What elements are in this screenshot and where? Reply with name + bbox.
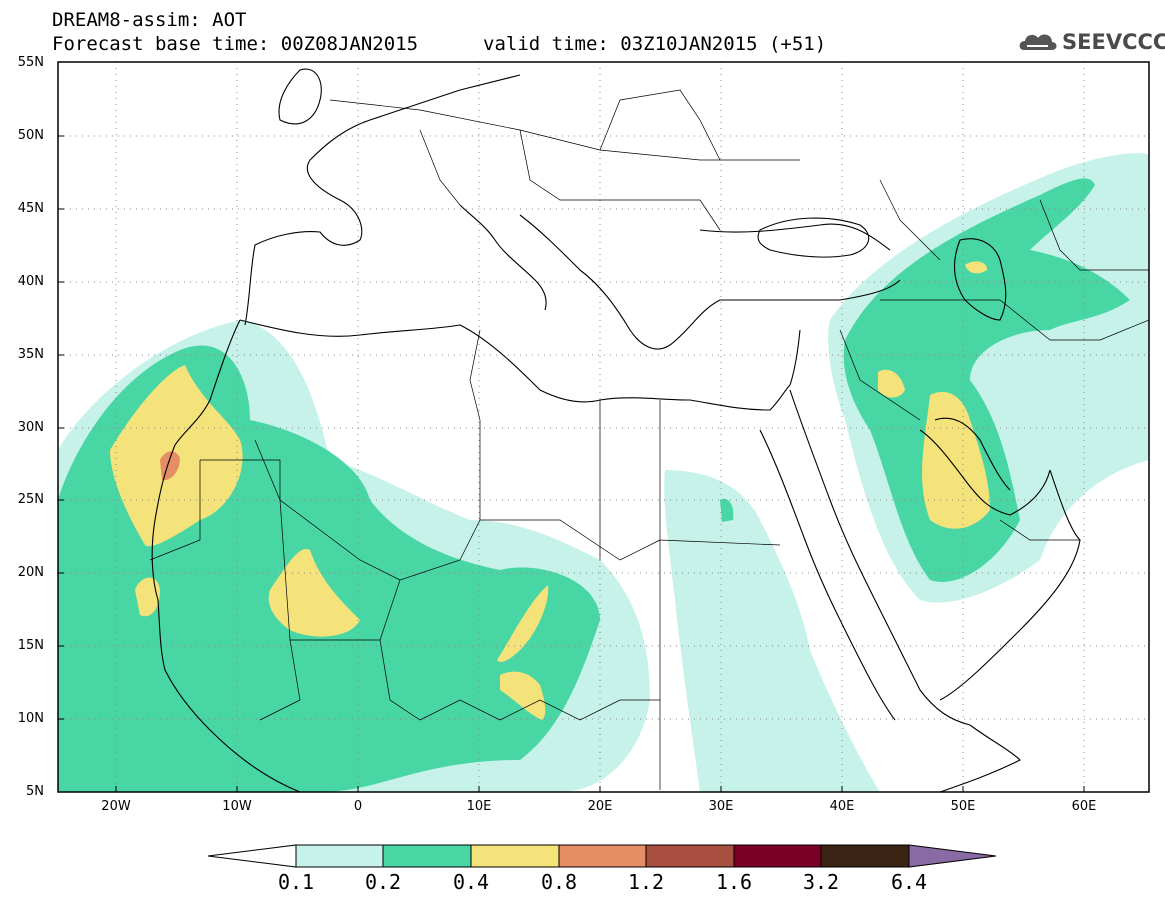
colorbar-bin-1.6-3.2 [733,844,822,868]
lon-label: 50E [950,799,976,814]
colorbar-bin-3.2-6.4 [820,844,910,868]
colorbar-label: 3.2 [802,870,840,894]
lon-label: 10E [466,799,492,814]
colorbar-label: 0.1 [277,870,315,894]
borders [149,89,1149,790]
lat-label: 5N [26,784,44,799]
lat-label: 45N [17,201,44,216]
colorbar-label: 0.2 [364,870,402,894]
aot-shading [58,153,1149,792]
colorbar-bin-0.2-0.4 [382,844,472,868]
lat-label: 35N [17,347,44,362]
map-title: DREAM8-assim: AOT [52,9,247,31]
valid-time: valid time: 03Z10JAN2015 (+51) [483,33,827,55]
coastlines [151,68,1081,792]
lat-label: 50N [17,128,44,143]
aot-contour-0.4-caspian [965,261,988,274]
aot-contour-0.1-iran [1055,398,1090,443]
aot-contour-0.4-gulf-2 [878,369,905,398]
colorbar-overflow [908,844,997,868]
lat-label: 30N [17,420,44,435]
lon-label: 30E [708,799,734,814]
lat-label: 40N [17,274,44,289]
colorbar-underflow [207,844,297,868]
colorbar-label: 1.2 [627,870,665,894]
aot-contour-0.2-gulf [843,178,1130,582]
aot-contour-0.4-chad-2 [500,671,546,720]
lat-label: 55N [17,55,44,70]
colorbar-label: 0.4 [452,870,490,894]
forecast-base-time: Forecast base time: 00Z08JAN2015 [52,33,419,55]
axis-ticks [58,61,1085,792]
aot-contour-0.4-west-3 [135,577,160,617]
colorbar-bin-0.4-0.8 [470,844,560,868]
colorbar-label: 1.6 [715,870,753,894]
aot-contour-0.4-gulf-1 [922,391,990,529]
lat-label: 15N [17,638,44,653]
aot-contour-0.1-east-africa [664,470,880,792]
colorbar-bin-0.8-1.2 [558,844,647,868]
colorbar-bin-0.1-0.2 [295,844,384,868]
lon-label: 20W [101,799,131,814]
colorbar [207,844,997,868]
seevccc-logo-icon [1019,34,1057,50]
colorbar-label: 0.8 [540,870,578,894]
colorbar-bin-1.2-1.6 [645,844,735,868]
colorbar-label: 6.4 [890,870,928,894]
lat-label: 10N [17,711,44,726]
map-frame [57,61,1150,793]
aot-contour-0.4-chad [497,585,549,662]
lon-label: 20E [587,799,613,814]
aot-contour-0.2-east-africa [720,498,734,522]
lon-label: 10W [222,799,252,814]
lat-label: 20N [17,565,44,580]
aot-contour-0.4-west-2 [268,549,360,637]
lat-label: 25N [17,492,44,507]
lon-label: 0 [353,799,363,814]
lon-label: 40E [829,799,855,814]
lon-label: 60E [1071,799,1097,814]
logo-text: SEEVCCC [1062,30,1165,54]
